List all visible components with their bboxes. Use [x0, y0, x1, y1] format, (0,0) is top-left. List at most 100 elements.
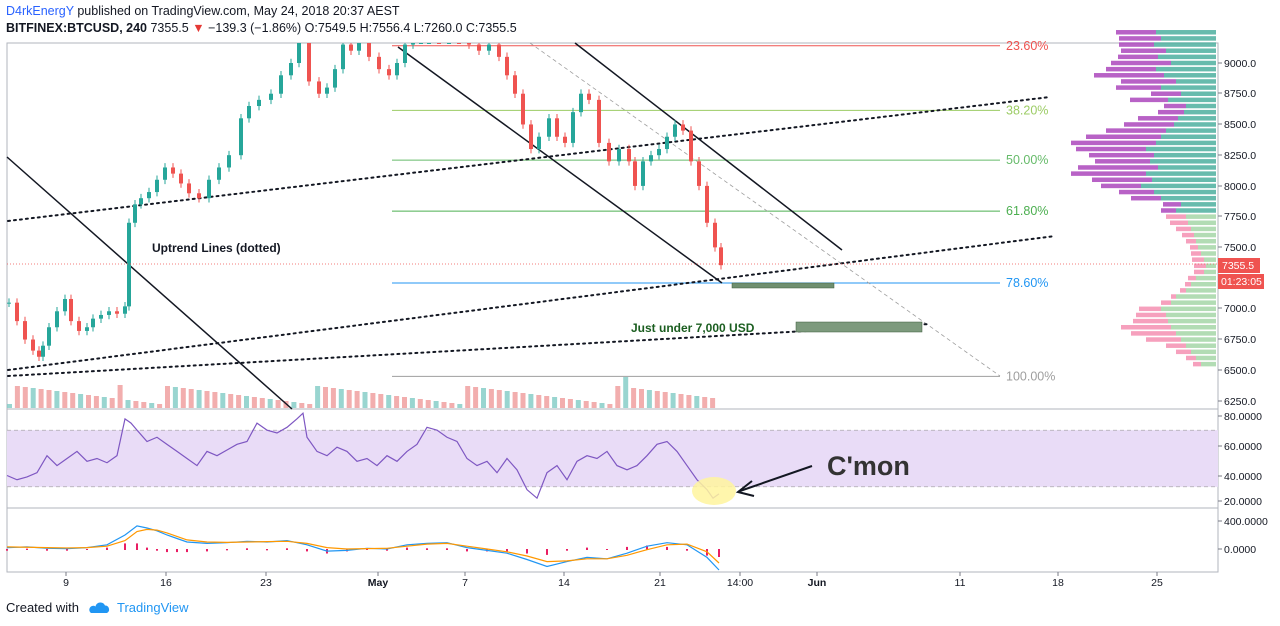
macd-hist-bar	[186, 549, 188, 553]
candle-body	[697, 161, 701, 186]
uptrend-dotted-line[interactable]	[7, 323, 931, 377]
volume-bar	[678, 394, 684, 408]
channel-line[interactable]	[574, 42, 843, 251]
channel-line[interactable]	[397, 46, 723, 284]
vp-up-bar	[1156, 30, 1216, 35]
candle-body	[55, 311, 59, 328]
downtrend-line[interactable]	[6, 156, 293, 410]
volume-bar	[702, 397, 708, 408]
volume-bar	[504, 391, 510, 408]
vp-down-bar	[1176, 349, 1191, 355]
vp-down-bar	[1130, 97, 1168, 103]
candle-body	[633, 161, 637, 186]
vp-down-bar	[1078, 165, 1158, 170]
macd-hist-bar	[106, 547, 108, 550]
vp-up-bar	[1181, 91, 1216, 96]
candle-body	[85, 327, 89, 331]
fib-level-label: 78.60%	[1006, 276, 1048, 290]
vp-down-bar	[1121, 325, 1171, 330]
fib-trend-line[interactable]	[529, 42, 1001, 377]
candle-body	[123, 306, 127, 314]
vp-up-bar	[1178, 116, 1216, 121]
candle-body	[7, 302, 11, 304]
vp-down-bar	[1119, 42, 1154, 47]
target-zone-box[interactable]	[795, 321, 923, 333]
tradingview-link[interactable]: TradingView	[116, 600, 189, 615]
volume-bar	[560, 398, 565, 408]
volume-bar	[449, 403, 455, 408]
vp-up-bar	[1171, 300, 1216, 305]
vp-up-bar	[1141, 183, 1216, 189]
macd-hist-bar	[66, 549, 68, 551]
candle-body	[555, 118, 559, 137]
vp-up-bar	[1196, 355, 1216, 361]
candle-body	[31, 339, 35, 351]
ohlc-values: O:7549.5 H:7556.4 L:7260.0 C:7355.5	[304, 21, 517, 35]
symbol-legend: BITFINEX:BTCUSD, 240 7355.5 ▼ −139.3 (−1…	[6, 21, 517, 35]
symbol-name[interactable]: BITFINEX:BTCUSD, 240	[6, 21, 147, 35]
candle-body	[719, 247, 723, 266]
candle-body	[325, 87, 329, 94]
volume-bar	[686, 395, 692, 408]
candle-body	[579, 93, 583, 113]
macd-hist-bar	[86, 549, 88, 550]
uptrend-dotted-line[interactable]	[7, 235, 1056, 371]
volume-bar	[78, 394, 84, 408]
volume-bar	[394, 396, 400, 408]
volume-bar	[567, 399, 573, 408]
rsi-highlight-ellipse	[692, 477, 736, 505]
volume-profile	[1071, 30, 1216, 367]
rsi-line	[6, 411, 720, 500]
fibonacci-retracement[interactable]: 23.60% 38.20% 50.00% 61.80% 78.60% 100.00%	[392, 39, 1055, 384]
volume-bar	[457, 404, 463, 408]
vp-down-bar	[1121, 79, 1176, 84]
vp-up-bar	[1196, 238, 1216, 244]
annotations[interactable]: Uptrend Lines (dotted) Just under 7,000 U…	[152, 241, 910, 497]
volume-bar	[473, 387, 479, 408]
vp-down-bar	[1106, 66, 1156, 72]
volume-bar	[93, 396, 99, 408]
volume-bar	[196, 390, 202, 408]
vp-up-bar	[1171, 325, 1216, 330]
countdown-tag-text: 01:23:05	[1221, 276, 1262, 288]
author-link[interactable]: D4rkEnergY	[6, 4, 74, 18]
vp-down-bar	[1116, 30, 1156, 35]
vp-down-bar	[1161, 208, 1176, 213]
vp-down-bar	[1166, 214, 1186, 219]
candle-body	[387, 69, 391, 76]
candle-body	[437, 43, 441, 44]
candle-body	[377, 56, 381, 70]
uptrend-dotted-line[interactable]	[7, 96, 1051, 222]
vp-down-bar	[1111, 60, 1171, 66]
candle-body	[179, 173, 183, 184]
vp-down-bar	[1170, 220, 1188, 226]
volume-bar	[323, 387, 328, 408]
candle-body	[403, 44, 407, 63]
vp-up-bar	[1164, 73, 1216, 78]
trend-lines[interactable]	[6, 42, 1056, 410]
fib-level-label: 38.20%	[1006, 103, 1048, 117]
vp-down-bar	[1139, 306, 1161, 312]
vp-up-bar	[1150, 159, 1216, 164]
vp-up-bar	[1166, 128, 1216, 133]
candle-body	[107, 311, 111, 315]
volume-bar	[528, 394, 534, 408]
support-zone-box[interactable]	[731, 282, 835, 289]
chart-canvas[interactable]: 23.60%38.20%50.00%61.80%78.60%100.00% 9 0…	[0, 0, 1280, 600]
candle-body	[529, 124, 533, 150]
vp-up-bar	[1191, 281, 1216, 287]
candle-body	[187, 183, 191, 194]
vp-up-bar	[1191, 226, 1216, 232]
candle-body	[127, 222, 131, 307]
candle-body	[477, 44, 481, 51]
candle-body	[521, 93, 525, 125]
macd-hist-bar	[124, 543, 126, 550]
last-price-tag-text: 7355.5	[1222, 260, 1254, 272]
time-tick-label: 9	[63, 577, 69, 589]
vp-down-bar	[1131, 195, 1161, 201]
volume-bar	[228, 394, 234, 408]
candle-body	[411, 43, 415, 45]
vp-down-bar	[1131, 331, 1176, 336]
vp-down-bar	[1116, 85, 1161, 90]
volume-bar	[30, 388, 36, 408]
